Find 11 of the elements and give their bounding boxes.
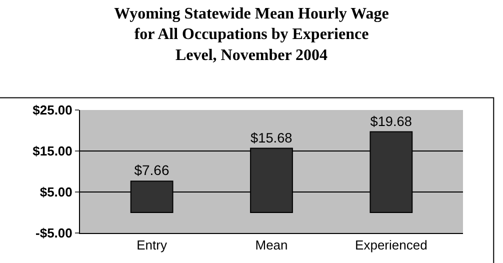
chart-title: Wyoming Statewide Mean Hourly Wage for All Occupations by Experience Level, November 2004: [114, 5, 389, 64]
data-label: $19.68: [370, 114, 412, 129]
data-label: $7.66: [134, 162, 170, 178]
x-tick-label: Experienced: [355, 238, 428, 253]
data-label: $15.68: [250, 130, 292, 146]
y-tick-label: $5.00: [40, 184, 72, 200]
y-tick-label: $25.00: [32, 102, 72, 118]
y-tick-label: $15.00: [32, 144, 72, 159]
y-tick-label: -$5.00: [36, 226, 72, 241]
x-tick-label: Entry: [136, 238, 168, 253]
x-tick-label: Mean: [255, 238, 288, 253]
